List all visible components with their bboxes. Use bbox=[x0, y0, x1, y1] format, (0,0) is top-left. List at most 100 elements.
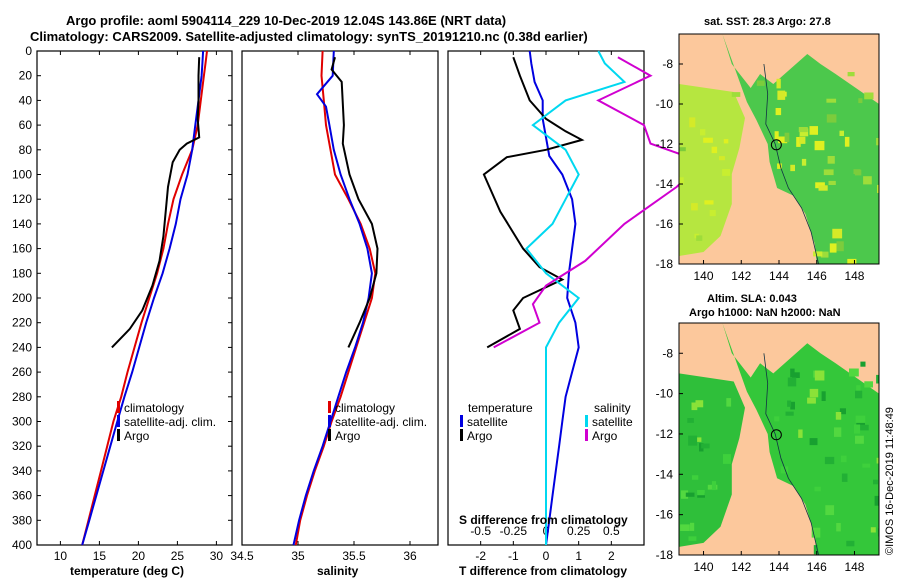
lon-tick-label: 142 bbox=[731, 269, 751, 283]
heat-cell bbox=[827, 156, 835, 164]
xlabel-t-difference: T difference from climatology bbox=[459, 564, 627, 578]
lat-tick-label: -18 bbox=[656, 548, 674, 562]
heat-cell bbox=[731, 92, 741, 97]
x-tick-label: 35.5 bbox=[342, 549, 366, 563]
legend-label-s-argo: Argo bbox=[592, 429, 618, 443]
heat-cell bbox=[809, 388, 819, 398]
ocean-coral-sea bbox=[722, 323, 879, 555]
heat-cell bbox=[701, 443, 710, 449]
heat-cell bbox=[691, 402, 698, 411]
y-tick-label: 360 bbox=[12, 489, 32, 503]
map-field bbox=[679, 323, 879, 555]
heat-cell bbox=[853, 169, 861, 174]
heat-cell bbox=[780, 466, 789, 474]
heat-cell bbox=[876, 374, 879, 384]
heat-cell bbox=[703, 137, 713, 143]
x-tick-label: 2 bbox=[608, 549, 615, 563]
heat-cell bbox=[864, 381, 873, 388]
heat-cell bbox=[841, 473, 848, 482]
heat-cell bbox=[790, 401, 795, 410]
heat-cell bbox=[778, 136, 788, 144]
legend-label-satellite-adj: satellite-adj. clim. bbox=[335, 415, 427, 429]
y-tick-label: 140 bbox=[12, 217, 32, 231]
y-tick-label: 200 bbox=[12, 291, 32, 305]
heat-cell bbox=[864, 92, 874, 100]
sla-map: 140 142 144 146 148 -8 -10 -12 -14 -16 -18 bbox=[656, 322, 880, 574]
heat-cell bbox=[860, 361, 866, 367]
plot-frame bbox=[241, 50, 439, 546]
heat-cell bbox=[826, 114, 837, 123]
heat-cell bbox=[691, 475, 699, 480]
lat-tick-label: -8 bbox=[662, 346, 673, 360]
heat-cell bbox=[687, 418, 694, 423]
difference-profile-panel: -2 -1 0 1 2 -0.5 -0.25 0 0.25 0.5 bbox=[447, 50, 705, 563]
heat-cell bbox=[863, 176, 872, 185]
heat-cell bbox=[856, 385, 861, 392]
legend-label-climatology: climatology bbox=[124, 401, 184, 415]
depth-contour bbox=[763, 63, 819, 264]
ocean-gulf bbox=[679, 373, 745, 547]
y-tick-label: 60 bbox=[19, 118, 33, 132]
lat-tick-label: -14 bbox=[656, 177, 674, 191]
heat-cell bbox=[801, 158, 807, 166]
heat-cell bbox=[799, 136, 806, 144]
heat-cell bbox=[809, 438, 818, 446]
depth-contour bbox=[763, 353, 819, 555]
heat-cell bbox=[847, 72, 855, 77]
sla-map-title-line2: Argo h1000: NaN h2000: NaN bbox=[689, 307, 841, 319]
y-tick-label: 260 bbox=[12, 365, 32, 379]
y-tick-label: 280 bbox=[12, 390, 32, 404]
heat-cell bbox=[792, 372, 800, 378]
heat-cell bbox=[691, 203, 698, 211]
heat-cell bbox=[854, 424, 861, 434]
heat-cell bbox=[774, 131, 779, 140]
legend-label-argo: Argo bbox=[335, 429, 361, 443]
heat-cell bbox=[774, 416, 780, 422]
heat-cell bbox=[690, 522, 695, 531]
heat-cell bbox=[870, 527, 876, 533]
heat-cell bbox=[859, 424, 869, 431]
legend-swatch-satellite-adj bbox=[117, 415, 120, 427]
s-tick-label: -0.5 bbox=[470, 524, 491, 538]
heat-cell bbox=[723, 139, 729, 144]
heat-cell bbox=[697, 493, 705, 498]
land-png bbox=[750, 323, 879, 386]
heat-cell bbox=[840, 455, 847, 463]
legend-swatch-argo bbox=[117, 429, 120, 441]
lat-tick-label: -10 bbox=[656, 97, 674, 111]
series-t-argo bbox=[482, 56, 585, 349]
plot-frame bbox=[36, 50, 233, 546]
salinity-profile-panel: 34.5 35 35.5 36 bbox=[230, 50, 439, 563]
heat-cell bbox=[790, 164, 795, 172]
legend-swatch-climatology bbox=[117, 401, 120, 413]
series-s-satellite bbox=[525, 50, 627, 545]
heat-cell bbox=[785, 411, 794, 416]
heat-cell bbox=[828, 180, 836, 185]
lat-tick-label: -8 bbox=[662, 57, 673, 71]
legend-swatch-satellite-adj bbox=[328, 415, 331, 427]
heat-cell bbox=[818, 185, 828, 191]
heat-cell bbox=[814, 486, 821, 492]
legend-swatch-s-argo bbox=[585, 429, 588, 441]
y-tick-label: 180 bbox=[12, 266, 32, 280]
legend-title-temperature: temperature bbox=[468, 401, 533, 415]
heat-cell bbox=[709, 210, 716, 217]
s-tick-label: 0.5 bbox=[603, 524, 620, 538]
y-tick-label: 300 bbox=[12, 415, 32, 429]
lon-tick-label: 148 bbox=[844, 269, 864, 283]
lat-tick-label: -14 bbox=[656, 467, 674, 481]
heat-cell bbox=[847, 258, 857, 264]
heat-cell bbox=[777, 90, 786, 100]
series-satellite-adj-clim- bbox=[81, 50, 205, 546]
x-tick-label: -1 bbox=[508, 549, 519, 563]
heat-cell bbox=[695, 400, 704, 408]
heat-cell bbox=[829, 243, 837, 253]
difference-legend: temperature satellite Argo salinity sate… bbox=[460, 401, 633, 443]
heat-cell bbox=[696, 437, 702, 442]
heat-cell bbox=[775, 108, 782, 116]
x-tick-label: 0 bbox=[543, 549, 550, 563]
x-tick-label: 10 bbox=[54, 549, 68, 563]
heat-cell bbox=[844, 136, 850, 147]
s-tick-label: -0.25 bbox=[500, 524, 528, 538]
series-satellite-adj-clim- bbox=[292, 50, 373, 546]
